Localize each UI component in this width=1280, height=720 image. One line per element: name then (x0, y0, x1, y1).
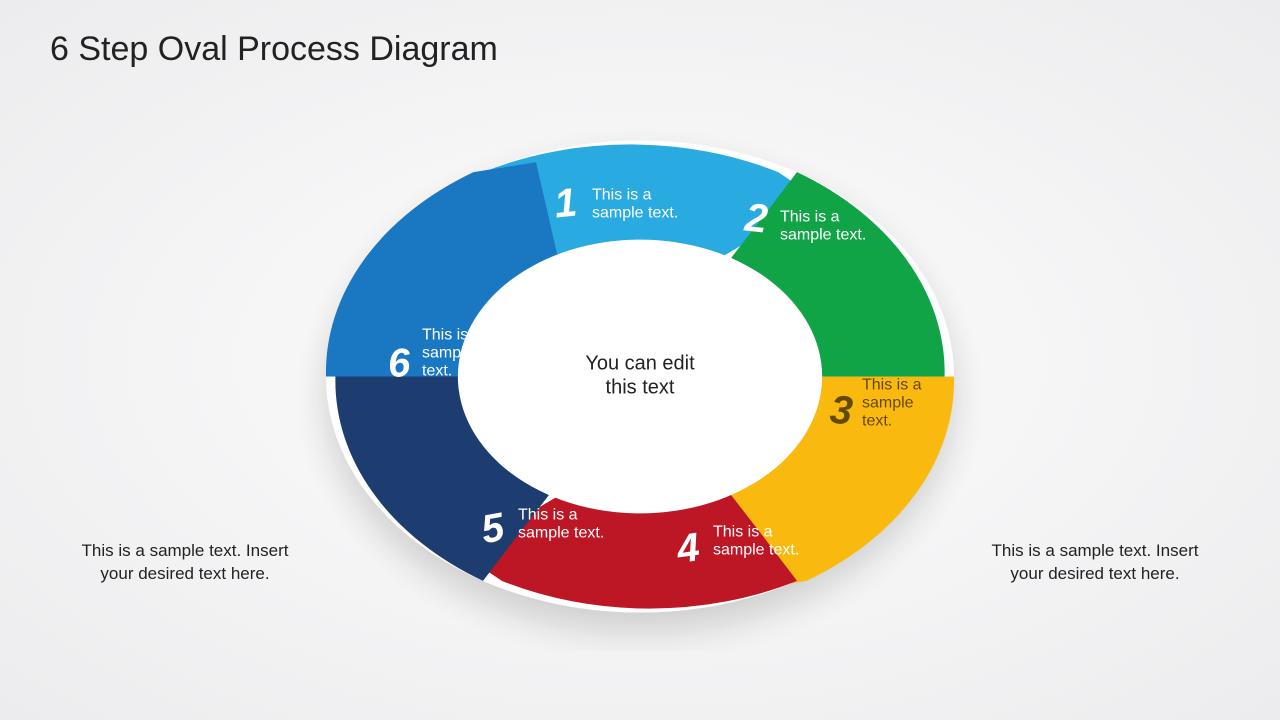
svg-text:6: 6 (386, 341, 412, 386)
caption-right: This is a sample text. Insert your desir… (980, 540, 1210, 586)
svg-text:This is a: This is a (422, 326, 482, 343)
caption-left: This is a sample text. Insert your desir… (70, 540, 300, 586)
svg-text:This is a: This is a (862, 376, 922, 393)
svg-text:sample text.: sample text. (780, 226, 866, 243)
svg-text:This is a: This is a (780, 208, 840, 225)
svg-text:text.: text. (862, 412, 892, 429)
svg-text:sample text.: sample text. (592, 204, 678, 221)
svg-text:sample: sample (422, 344, 474, 361)
svg-text:You can edit: You can edit (585, 352, 695, 374)
svg-text:2: 2 (742, 195, 770, 241)
oval-process-diagram: 1 This is a sample text. 2 This is a sam… (300, 121, 980, 656)
svg-text:sample text.: sample text. (518, 524, 604, 541)
svg-text:sample text.: sample text. (713, 541, 799, 558)
diagram-svg: 1 This is a sample text. 2 This is a sam… (300, 121, 980, 651)
page-title: 6 Step Oval Process Diagram (50, 30, 498, 69)
svg-text:This is a: This is a (518, 506, 578, 523)
svg-text:text.: text. (422, 362, 452, 379)
svg-text:1: 1 (552, 180, 579, 226)
svg-text:This is a: This is a (713, 523, 773, 540)
svg-text:3: 3 (828, 387, 855, 433)
svg-text:This is a: This is a (592, 186, 652, 203)
svg-text:sample: sample (862, 394, 914, 411)
svg-text:this text: this text (606, 376, 675, 398)
